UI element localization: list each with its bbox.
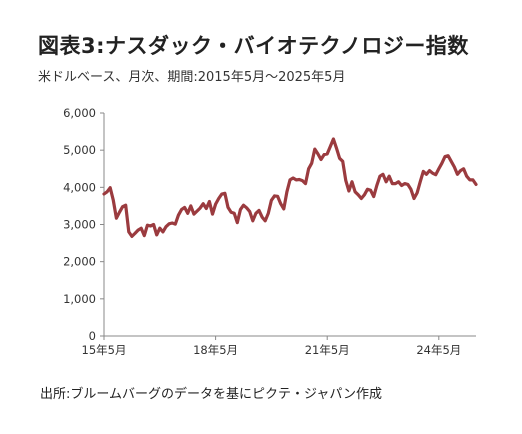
- y-tick-label: 3,000: [63, 218, 96, 232]
- x-tick-label: 24年5月: [416, 343, 461, 357]
- x-tick-label: 21年5月: [305, 343, 350, 357]
- y-tick-label: 5,000: [63, 143, 96, 157]
- source-note: 出所:ブルームバーグのデータを基にピクテ・ジャパン作成: [40, 387, 382, 402]
- x-tick-label: 15年5月: [82, 343, 127, 357]
- series-line: [102, 137, 478, 238]
- x-axis: 15年5月 18年5月 21年5月 24年5月: [82, 335, 476, 357]
- y-tick-label: 1,000: [63, 292, 96, 306]
- series-group: [102, 137, 478, 238]
- y-tick-label: 6,000: [63, 106, 96, 120]
- chart-title: 図表3:ナスダック・バイオテクノロジー指数: [38, 34, 469, 58]
- y-tick-label: 2,000: [63, 255, 96, 269]
- chart-subtitle: 米ドルベース、月次、期間:2015年5月～2025年5月: [38, 70, 346, 85]
- y-tick-label: 0: [89, 329, 96, 343]
- y-tick-label: 4,000: [63, 180, 96, 194]
- x-tick-label: 18年5月: [193, 343, 238, 357]
- y-axis: 0 1,000 2,000 3,000 4,000 5,000 6,000: [63, 106, 105, 343]
